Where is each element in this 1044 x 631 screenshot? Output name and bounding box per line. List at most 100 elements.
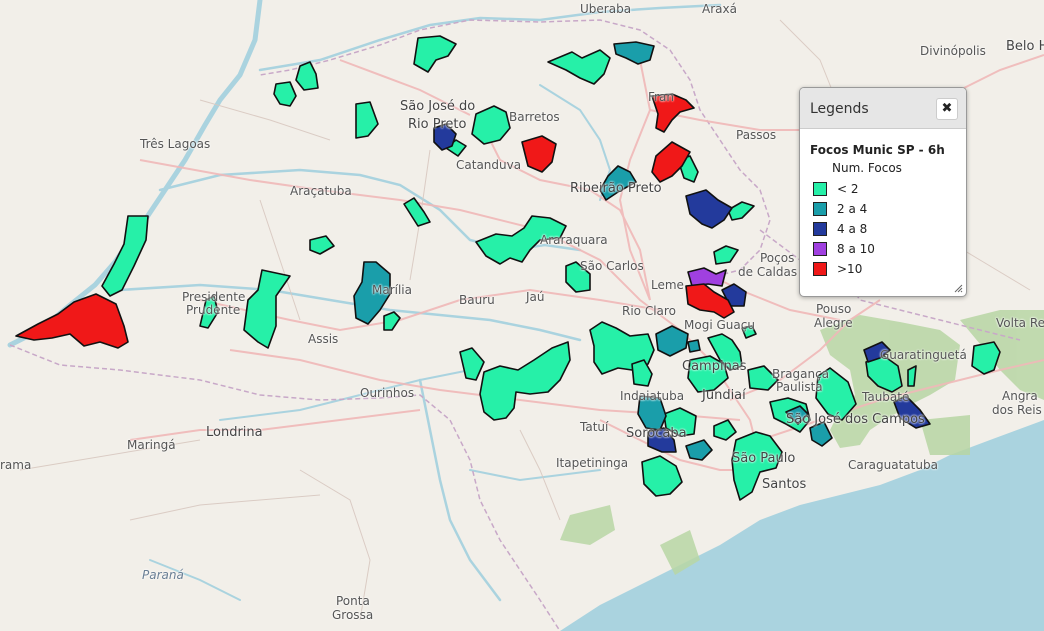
- legend-item-label: >10: [837, 262, 863, 276]
- map-label-santos: Santos: [762, 477, 807, 492]
- municipality-polygon[interactable]: [15, 293, 129, 349]
- map-label-tres-lagoas: Três Lagoas: [140, 137, 211, 151]
- map-label-itapetininga: Itapetininga: [556, 456, 629, 470]
- map-label-sao-jose-line2: Rio Preto: [408, 117, 467, 132]
- municipality-polygon[interactable]: [355, 101, 379, 139]
- legend-swatch: [813, 222, 827, 236]
- municipality-polygons[interactable]: [15, 35, 1001, 501]
- municipality-polygon[interactable]: [687, 355, 729, 393]
- municipality-polygon[interactable]: [521, 135, 557, 173]
- legend-title: Legends: [810, 101, 869, 117]
- map-label-volta: Volta Re: [996, 316, 1044, 330]
- municipality-polygon[interactable]: [663, 407, 697, 437]
- municipality-polygon[interactable]: [707, 333, 743, 371]
- municipality-polygon[interactable]: [631, 359, 653, 387]
- map-label-passos: Passos: [736, 128, 777, 142]
- municipality-polygon[interactable]: [433, 123, 457, 151]
- map-label-tatui: Tatuí: [580, 420, 609, 434]
- map-label-sao-carlos: São Carlos: [580, 259, 644, 273]
- legend-swatch: [813, 262, 827, 276]
- municipality-polygon[interactable]: [309, 235, 335, 255]
- municipality-polygon[interactable]: [655, 325, 689, 357]
- resize-handle-icon[interactable]: [954, 284, 963, 293]
- map-label-guaratingueta: Guaratinguetá: [880, 348, 967, 362]
- map-label-parana: Paraná: [142, 568, 184, 582]
- map-label-caraguatatuba: Caraguatatuba: [848, 458, 938, 472]
- map-label-ponta-line2: Grossa: [332, 608, 374, 622]
- map-label-rio-claro: Rio Claro: [622, 304, 676, 318]
- municipality-polygon[interactable]: [865, 355, 903, 393]
- municipality-polygon[interactable]: [403, 197, 431, 227]
- legend-item: 2 a 4: [810, 199, 956, 219]
- municipality-polygon[interactable]: [893, 395, 931, 429]
- map-label-braganca-line2: Paulista: [776, 380, 823, 394]
- municipality-polygon[interactable]: [651, 93, 695, 133]
- municipality-polygon[interactable]: [295, 61, 319, 91]
- municipality-polygon[interactable]: [785, 405, 809, 425]
- municipality-polygon[interactable]: [353, 261, 391, 325]
- map-label-sao-paulo: São Paulo: [732, 451, 796, 466]
- legend-item-label: < 2: [837, 182, 859, 196]
- map-label-pocos-line1: Poços: [760, 251, 795, 265]
- legend-item-label: 4 a 8: [837, 222, 868, 236]
- municipality-polygon[interactable]: [101, 215, 149, 297]
- map-label-ribeirao: Ribeirão Preto: [570, 181, 662, 196]
- municipality-polygon[interactable]: [565, 261, 591, 293]
- municipality-polygon[interactable]: [809, 421, 833, 447]
- municipality-polygon[interactable]: [413, 35, 457, 73]
- municipality-polygon[interactable]: [727, 201, 755, 221]
- map-label-pouso-line2: Alegre: [814, 316, 853, 330]
- close-icon[interactable]: ✖: [936, 98, 958, 120]
- map-label-belo-h: Belo H: [1006, 39, 1044, 54]
- municipality-polygon[interactable]: [199, 295, 219, 329]
- municipality-polygon[interactable]: [641, 455, 683, 497]
- map-label-braganca-line1: Bragança: [772, 367, 830, 381]
- map-label-ourinhos: Ourinhos: [360, 386, 415, 400]
- municipality-polygon[interactable]: [685, 439, 713, 461]
- map-label-londrina: Londrina: [206, 425, 263, 440]
- map-label-leme: Leme: [651, 278, 684, 292]
- municipality-polygon[interactable]: [741, 325, 757, 339]
- map-label-taubate: Taubaté: [862, 390, 910, 404]
- municipality-polygon[interactable]: [815, 367, 857, 421]
- municipality-polygon[interactable]: [747, 365, 779, 391]
- municipality-polygon[interactable]: [547, 49, 611, 85]
- ocean: [560, 420, 1044, 631]
- map-label-campinas: Campinas: [682, 359, 747, 374]
- legend-item-label: 8 a 10: [837, 242, 875, 256]
- map-label-mogi: Mogi Guaçu: [684, 318, 755, 332]
- municipality-polygon[interactable]: [589, 321, 655, 375]
- municipality-polygon[interactable]: [273, 81, 297, 107]
- legend-header[interactable]: Legends ✖: [800, 88, 966, 129]
- map-label-jundiai: Jundiaí: [702, 388, 746, 403]
- municipality-polygon[interactable]: [685, 189, 733, 229]
- map-label-indaiatuba: Indaiatuba: [620, 389, 685, 403]
- municipality-polygon[interactable]: [243, 269, 291, 349]
- municipality-polygon[interactable]: [731, 431, 783, 501]
- municipality-polygon[interactable]: [479, 341, 571, 421]
- municipality-polygon[interactable]: [863, 341, 891, 363]
- legend-item: 4 a 8: [810, 219, 956, 239]
- municipality-polygon[interactable]: [599, 165, 637, 201]
- municipality-polygon[interactable]: [685, 283, 735, 319]
- municipality-polygon[interactable]: [471, 105, 511, 145]
- legend-swatch: [813, 182, 827, 196]
- municipality-polygon[interactable]: [475, 215, 567, 265]
- legend-item: < 2: [810, 179, 956, 199]
- map-label-aracatuba: Araçatuba: [290, 184, 352, 198]
- municipality-polygon[interactable]: [971, 341, 1001, 375]
- legend-subtitle: Num. Focos: [832, 161, 902, 175]
- municipality-polygon[interactable]: [713, 245, 739, 265]
- legend-swatch: [813, 202, 827, 216]
- map-label-araxa: Araxá: [702, 2, 737, 16]
- municipality-polygon[interactable]: [651, 141, 691, 183]
- municipality-polygon[interactable]: [613, 41, 655, 65]
- municipality-polygon[interactable]: [459, 347, 485, 381]
- municipality-polygon[interactable]: [907, 365, 917, 387]
- legend-panel[interactable]: Legends ✖ Focos Munic SP - 6h Num. Focos…: [799, 87, 967, 297]
- municipality-polygon[interactable]: [647, 427, 677, 453]
- municipality-polygon[interactable]: [687, 339, 701, 353]
- map-label-ponta-line1: Ponta: [336, 594, 370, 608]
- municipality-polygon[interactable]: [713, 419, 737, 441]
- municipality-polygon[interactable]: [383, 311, 401, 331]
